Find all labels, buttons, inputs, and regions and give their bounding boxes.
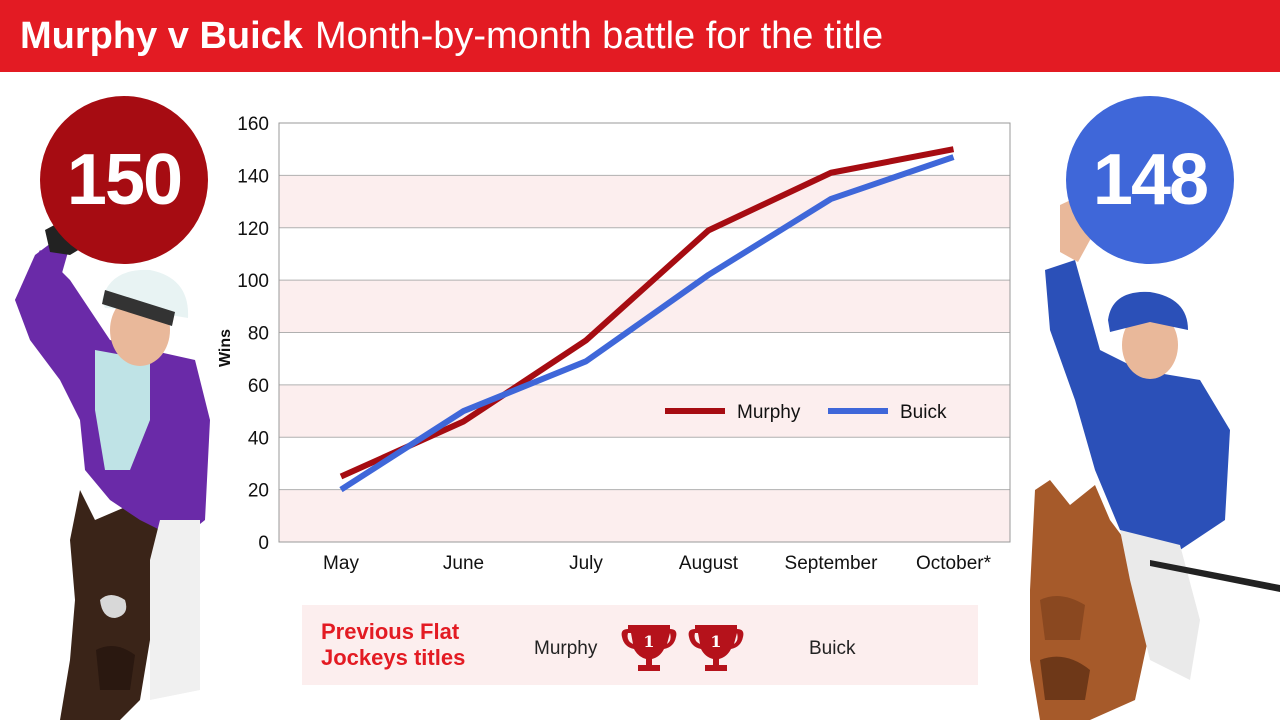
x-tick-label: July (569, 553, 603, 574)
chart-band (279, 227, 1010, 281)
x-tick-labels: May June July August September October* (323, 553, 992, 574)
chart-band (279, 123, 1010, 176)
y-axis-label: Wins (217, 329, 234, 367)
x-tick-label: August (679, 553, 739, 574)
series-line-buick (339, 154, 955, 493)
chart-band (279, 384, 1010, 438)
x-tick-label: October* (916, 553, 992, 574)
previous-titles-box: Previous Flat Jockeys titles Murphy 1 1 … (302, 605, 978, 685)
chart-band (279, 437, 1010, 490)
plot-frame (278, 122, 1011, 543)
previous-titles-heading: Previous Flat Jockeys titles (321, 619, 521, 671)
series-lines (339, 146, 955, 493)
chart-band (279, 175, 1010, 228)
heading-line-1: Previous Flat (321, 619, 460, 644)
chart-band (279, 332, 1010, 385)
heading-line-2: Jockeys titles (321, 645, 466, 670)
chart-bands (279, 123, 1010, 542)
chart-legend: Murphy Buick (665, 402, 947, 423)
chart-band (279, 489, 1010, 542)
murphy-total-badge: 150 (40, 96, 208, 264)
title-bold: Murphy v Buick (20, 14, 303, 57)
y-tick-label: 80 (248, 324, 269, 345)
trophy-number: 1 (643, 632, 654, 651)
y-tick-label: 120 (237, 219, 269, 240)
legend-label: Murphy (737, 402, 801, 423)
buick-total-badge: 148 (1066, 96, 1234, 264)
legend-label: Buick (900, 402, 947, 423)
x-tick-label: September (785, 553, 879, 574)
trophy-icon: 1 (688, 625, 744, 671)
trophy-number: 1 (710, 632, 721, 651)
murphy-titles-label: Murphy (534, 638, 598, 659)
header-bar: Murphy v Buick Month-by-month battle for… (0, 0, 1280, 72)
trophy-icon: 1 (621, 625, 677, 671)
x-tick-label: May (323, 553, 359, 574)
y-tick-label: 0 (258, 533, 269, 554)
title-light: Month-by-month battle for the title (314, 14, 884, 57)
y-tick-label: 160 (237, 114, 269, 135)
series-line-murphy (339, 146, 955, 480)
buick-titles-label: Buick (809, 638, 856, 659)
x-tick-label: June (443, 553, 484, 574)
y-tick-label: 20 (248, 481, 269, 502)
y-tick-label: 140 (237, 166, 269, 187)
chart-gridlines (279, 174, 1010, 491)
y-tick-label: 40 (248, 428, 269, 449)
murphy-photo (15, 218, 210, 720)
y-tick-label: 60 (248, 376, 269, 397)
y-tick-labels: 0 20 40 60 80 100 120 140 160 (237, 114, 269, 554)
y-tick-label: 100 (237, 271, 269, 292)
